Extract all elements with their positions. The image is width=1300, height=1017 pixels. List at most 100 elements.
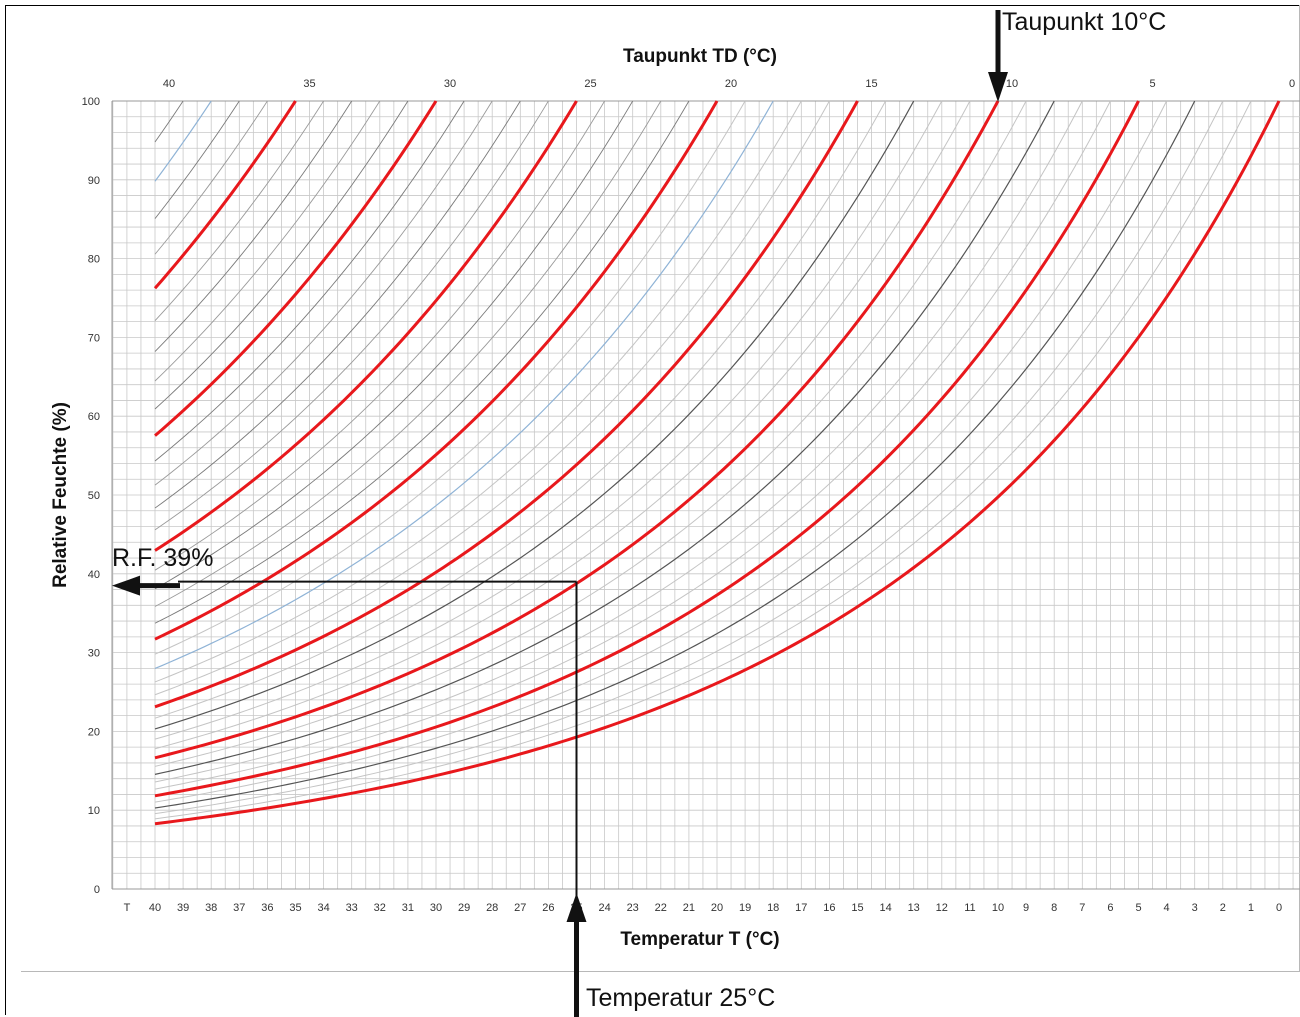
dewpoint-curve-31 [154,100,409,410]
x-tick-label: 15 [851,902,863,914]
x-tick-label: 11 [964,902,975,914]
x-tick-label: 23 [627,902,639,914]
x-tick-label: 5 [1135,902,1141,914]
y-tick-label: 80 [88,254,100,266]
x-tick-label: 39 [177,902,189,914]
top-axis-ticks: 40 35 30 25 20 15 10 5 0 [163,78,1295,90]
dewpoint-curve-34 [154,100,324,321]
dewpoint-curve-26 [154,100,549,531]
y-tick-label: 90 [88,175,100,187]
dewpoint-curve-29 [154,100,465,462]
dewpoint-curve-1 [154,100,1252,820]
x-tick-label: 32 [374,902,386,914]
top-tick-label: 20 [725,78,737,90]
x-tick-label: 6 [1107,902,1113,914]
dewpoint-curve-28 [154,100,493,486]
x-tick-label: 22 [655,902,667,914]
dewpoint-curve-20 [154,100,719,641]
y-tick-label: 0 [94,884,100,896]
dewpoint-curve-37 [154,100,240,219]
x-tick-label: 9 [1023,902,1029,914]
x-tick-label: 36 [261,902,273,914]
y-tick-label: 100 [82,96,100,108]
grid [111,100,1300,890]
dewpoint-curve-9 [154,100,1027,767]
x-tick-label: 13 [908,902,920,914]
x-tick-label: 35 [289,902,301,914]
x-tick-label: 18 [767,902,779,914]
dewpoint-curve-33 [154,100,353,352]
x-tick-label: 10 [992,902,1004,914]
dewpoint-arrow-head [988,72,1008,102]
top-tick-label: 35 [303,78,315,90]
x-axis-title: Temperatur T (°C) [620,929,779,950]
page-frame [5,5,1299,1015]
x-tick-label: 34 [317,902,329,914]
dewpoint-curve-7 [154,100,1083,783]
x-tick-label: 12 [936,902,948,914]
dewpoint-curve-23 [154,100,634,590]
dewpoint-curve-35 [153,100,297,290]
y-axis-ticks: 0 10 20 30 40 50 60 70 80 90 100 [82,96,100,896]
x-tick-label: 1 [1248,902,1254,914]
top-tick-label: 5 [1149,78,1155,90]
top-axis-title: Taupunkt TD (°C) [623,46,777,67]
x-tick-label: 33 [346,902,358,914]
top-tick-label: 10 [1006,78,1018,90]
x-tick-label: 8 [1051,902,1057,914]
x-tick-label: 17 [795,902,807,914]
dewpoint-curve-22 [154,100,662,607]
x-tick-label: 14 [879,902,891,914]
top-tick-label: 0 [1289,78,1295,90]
dewpoint-curve-4 [154,100,1168,803]
dewpoint-curve-32 [154,100,381,382]
x-tick-label: 19 [739,902,751,914]
dewpoint-curve-15 [154,100,859,709]
dewpoint-curve-27 [154,100,521,509]
dewpoint-curve-21 [154,100,690,624]
x-tick-label: 16 [823,902,835,914]
y-tick-label: 10 [88,805,100,817]
dewpoint-curve-24 [154,100,605,571]
dewpoint-curve-38 [154,100,212,182]
dewpoint-curve-6 [154,100,1111,790]
dewpoint-curve-39 [154,100,184,143]
rh-arrow-head [112,575,140,596]
temperature-annotation: Temperatur 25°C [586,984,775,1012]
dewpoint-curve-30 [154,100,438,437]
dewpoint-curve-13 [154,100,915,730]
top-tick-label: 40 [163,78,175,90]
dewpoint-curve-0 [154,100,1281,826]
y-tick-label: 50 [88,490,100,502]
dewpoint-curve-16 [154,100,830,696]
dewpoint-curve-36 [154,100,268,255]
y-tick-label: 60 [88,411,100,423]
dewpoint-curve-17 [154,100,802,683]
x-tick-label: 24 [598,902,610,914]
dewpoint-curve-2 [154,100,1224,815]
y-tick-label: 30 [88,648,100,660]
x-tick-label: 4 [1164,902,1170,914]
dewpoint-annotation: Taupunkt 10°C [1002,8,1166,36]
x-tick-label: 37 [233,902,245,914]
top-tick-label: 30 [444,78,456,90]
dewpoint-curve-3 [154,100,1196,809]
x-axis-ticks: T403938373635343332313029282726252423222… [124,902,1282,914]
dewpoint-curve-8 [154,100,1055,775]
x-tick-label: 26 [542,902,554,914]
x-tick-label: T [124,902,131,914]
y-tick-label: 40 [88,569,100,581]
dewpoint-curve-18 [154,100,774,670]
y-axis-title: Relative Feuchte (%) [50,402,71,588]
example-guides [112,10,1008,1017]
x-tick-label: 3 [1192,902,1198,914]
top-tick-label: 25 [584,78,596,90]
x-tick-label: 2 [1220,902,1226,914]
x-tick-label: 28 [486,902,498,914]
x-tick-label: 30 [430,902,442,914]
y-tick-label: 20 [88,726,100,738]
dewpoint-curves [153,100,1281,826]
dewpoint-curve-12 [154,100,943,740]
x-tick-label: 7 [1079,902,1085,914]
dewpoint-curve-19 [154,100,746,655]
